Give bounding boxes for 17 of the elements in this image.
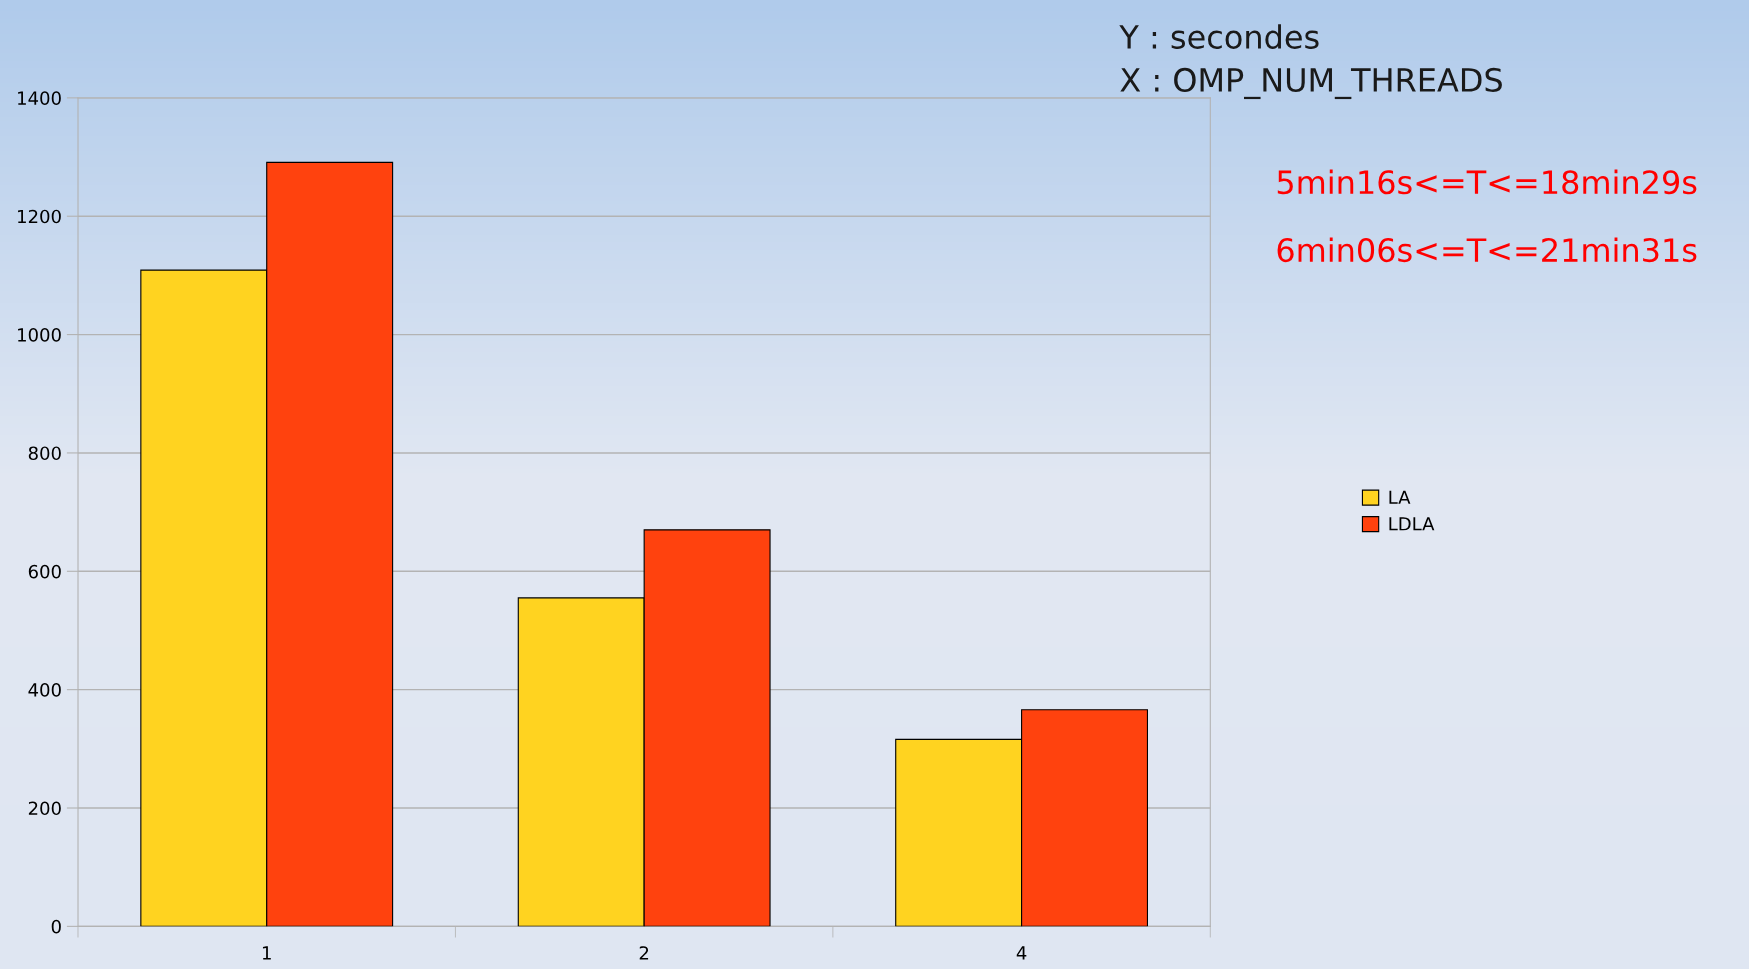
x-tick-label: 2	[639, 946, 649, 960]
legend-label: LA	[1389, 490, 1411, 504]
text: 5min16s<=T<=18min29s	[1277, 169, 1697, 195]
y-tick-label: 1200	[18, 209, 61, 224]
text: 6min06s<=T<=21min31s	[1277, 237, 1697, 263]
y-tick-label: 200	[28, 801, 61, 816]
x-tick-label: 4	[1016, 946, 1027, 960]
y-tick-label: 1000	[18, 328, 61, 342]
y-tick-label: 0	[51, 919, 61, 934]
x-tick-label: 1	[262, 946, 271, 960]
y-tick-label: 400	[28, 683, 61, 697]
y-tick-label: 600	[28, 564, 61, 579]
annotation: X : OMP_NUM_THREADS	[1120, 67, 1502, 100]
y-tick-label: 800	[28, 446, 61, 461]
text: Y : secondes	[1119, 24, 1319, 49]
legend-label: LDLA	[1389, 517, 1435, 531]
y-tick-label: 1400	[18, 91, 61, 105]
